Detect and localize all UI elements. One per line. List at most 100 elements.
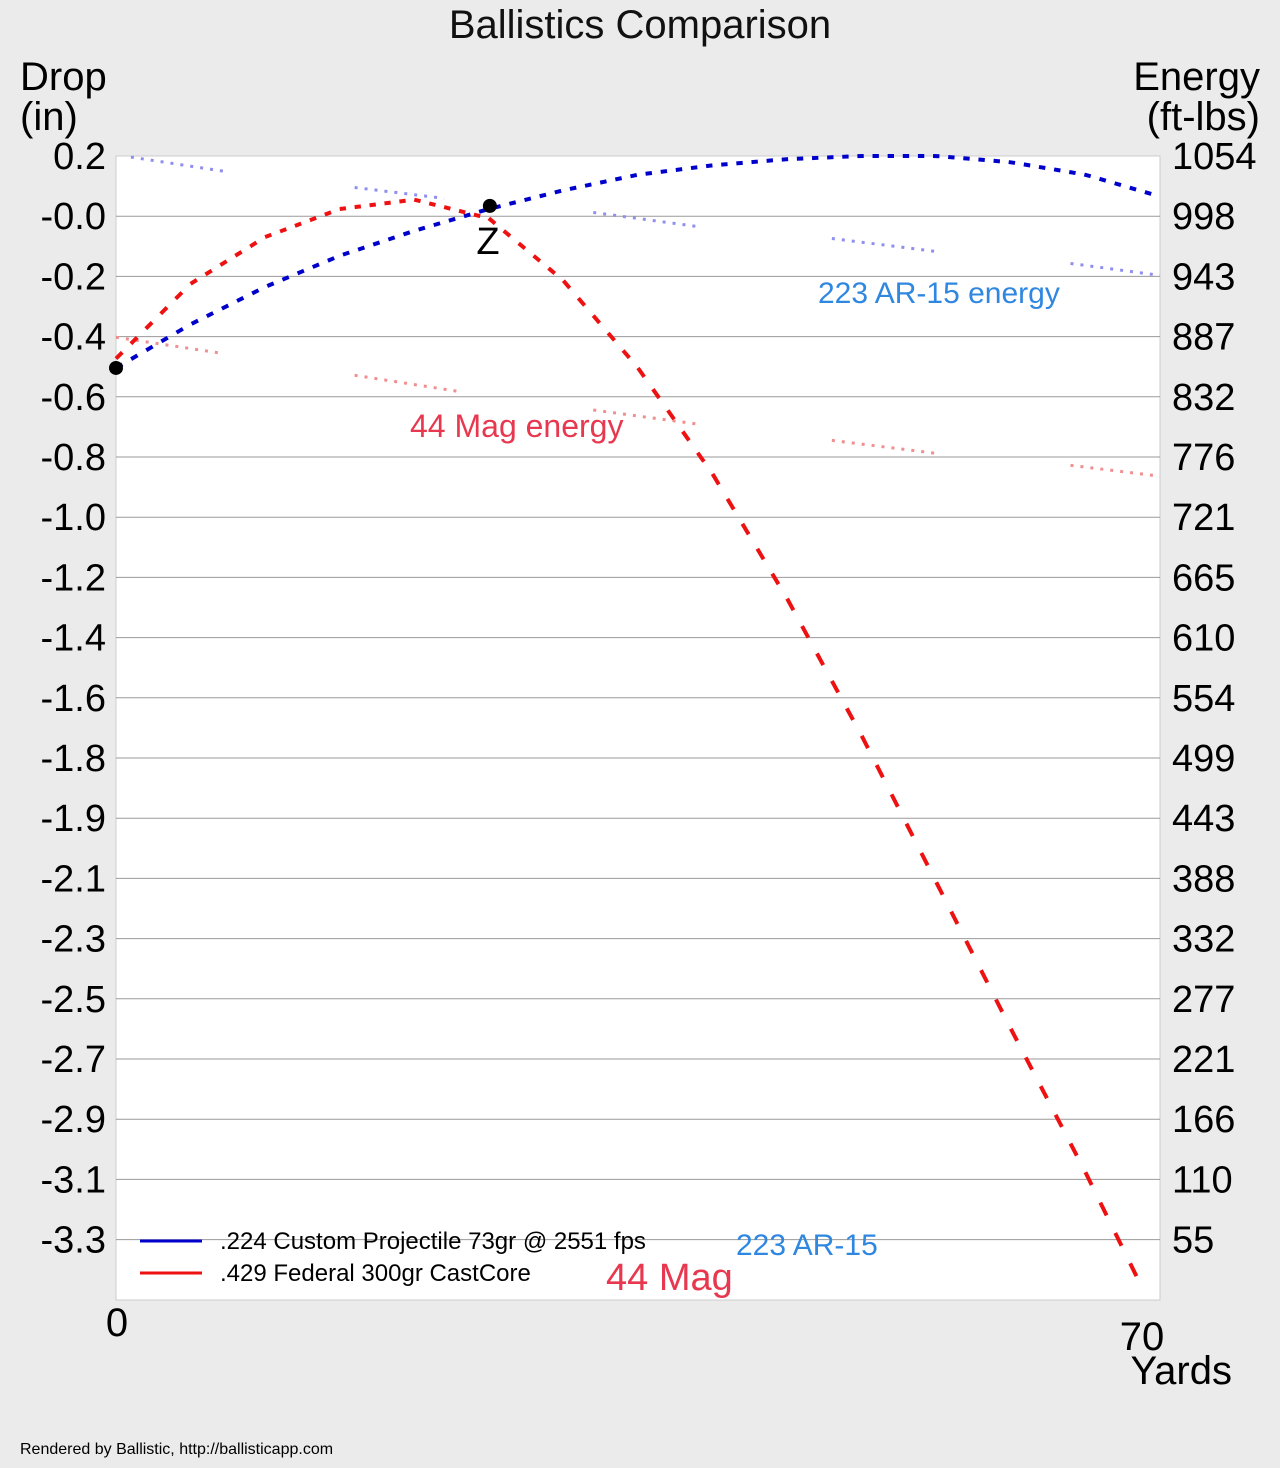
drop-segment	[675, 167, 683, 172]
left-tick-label: -1.9	[41, 798, 106, 840]
series-energy-label-223: 223 AR-15 energy	[818, 277, 1060, 310]
left-axis-label-line1: Drop	[20, 55, 107, 99]
drop-segment	[785, 597, 796, 612]
right-axis-label-line2: (ft-lbs)	[1147, 95, 1260, 139]
left-tick-label: -1.8	[41, 738, 106, 780]
drop-segment	[1023, 1056, 1034, 1071]
legend: .224 Custom Projectile 73gr @ 2551 fps 2…	[140, 1228, 878, 1299]
drop-segment	[189, 278, 198, 286]
drop-segment	[327, 256, 335, 263]
left-tick-label: -3.3	[41, 1220, 106, 1262]
left-tick-label: -0.4	[41, 317, 106, 359]
drop-segment	[448, 216, 456, 223]
drop-segment	[190, 318, 199, 326]
plot-area	[115, 155, 1161, 1301]
drop-segment	[130, 353, 139, 361]
drop-segment	[159, 306, 169, 316]
left-tick-label: 0.2	[53, 136, 106, 178]
drop-segment	[387, 235, 396, 242]
x-axis-label: Yards	[1130, 1349, 1232, 1393]
energy-segment	[831, 237, 937, 254]
drop-segment	[266, 281, 275, 288]
drop-segment	[1038, 1085, 1049, 1100]
drop-segment	[591, 314, 602, 325]
drop-segment	[369, 202, 377, 208]
drop-segment	[576, 296, 587, 307]
right-tick-label: 277	[1172, 979, 1235, 1021]
drop-segment	[204, 268, 213, 277]
right-axis-label-line1: Energy	[1133, 55, 1260, 99]
drop-segment	[964, 939, 975, 955]
zero-marker-label: Z	[476, 221, 499, 263]
energy-segment	[593, 408, 698, 426]
right-tick-label: 443	[1172, 798, 1235, 840]
drop-segment	[249, 240, 258, 249]
drop-segment	[751, 159, 758, 165]
left-tick-label: -1.2	[41, 557, 106, 599]
right-tick-label: 1054	[1172, 136, 1257, 178]
drop-segment	[584, 182, 592, 188]
drop-segment	[859, 734, 870, 750]
legend-label-44mag: .429 Federal 300gr CastCore	[220, 1260, 531, 1287]
left-tick-label: -2.3	[41, 919, 106, 961]
drop-segment	[696, 451, 706, 463]
energy-segment	[115, 335, 224, 356]
right-tick-label: 998	[1172, 196, 1235, 238]
series-energy-label-44mag: 44 Mag energy	[410, 408, 623, 444]
drop-segment	[874, 764, 885, 779]
left-tick-label: -2.9	[41, 1099, 106, 1141]
drop-segment	[428, 201, 436, 207]
drop-segment	[144, 320, 154, 331]
right-tick-label: 499	[1172, 738, 1235, 780]
left-tick-label: -1.0	[41, 497, 106, 539]
drop-segment	[660, 169, 668, 174]
left-axis-label-line2: (in)	[20, 95, 78, 139]
left-tick-label: -3.1	[41, 1159, 106, 1201]
x-tick-end: 70	[1120, 1315, 1165, 1359]
drop-segment	[725, 497, 736, 511]
drop-segment	[145, 344, 154, 352]
drop-segment	[710, 472, 721, 486]
energy-segment	[593, 210, 698, 229]
zero-marker	[482, 198, 497, 213]
drop-segment	[755, 547, 766, 561]
legend-label-223: .224 Custom Projectile 73gr @ 2551 fps	[220, 1228, 646, 1255]
drop-segment	[770, 572, 781, 586]
drop-segment	[357, 245, 366, 252]
drop-segment	[1068, 170, 1076, 176]
drop-segment	[473, 212, 481, 219]
drop-segment	[205, 311, 215, 318]
drop-segment	[766, 158, 774, 163]
drop-segment	[993, 158, 1001, 164]
drop-segment	[934, 881, 945, 896]
drop-segment	[219, 259, 228, 267]
drop-segment	[324, 210, 332, 217]
energy-segment	[831, 438, 937, 455]
drop-segment	[236, 296, 245, 303]
left-axis-ticks: 0.2 -0.0 -0.2 -0.4 -0.6 -0.8 -1.0 -1.2 -1.4 -1.6 -…	[41, 136, 106, 1262]
right-tick-label: 110	[1172, 1159, 1233, 1201]
chart-title: Ballistics Comparison	[449, 3, 831, 47]
drop-segment	[174, 291, 184, 301]
right-tick-label: 166	[1172, 1099, 1235, 1141]
drop-segment	[532, 254, 542, 263]
x-tick-start: 0	[106, 1301, 128, 1345]
energy-segment	[354, 373, 460, 394]
drop-segment	[561, 279, 572, 290]
drop-segment	[1038, 164, 1046, 170]
muzzle-marker	[109, 360, 123, 375]
drop-segment	[681, 430, 691, 442]
left-tick-label: -2.5	[41, 979, 106, 1021]
drop-segment	[502, 229, 512, 238]
drop-segment	[630, 172, 638, 179]
drop-segment	[281, 275, 290, 282]
grid-lines	[116, 215, 1160, 1241]
drop-segment	[399, 198, 406, 204]
drop-segment	[547, 266, 557, 275]
drop-segment	[402, 230, 411, 237]
drop-segment	[1053, 1113, 1064, 1128]
left-tick-label: -0.2	[41, 256, 106, 298]
drop-segment	[1098, 176, 1107, 183]
left-tick-label: -1.6	[41, 678, 106, 720]
